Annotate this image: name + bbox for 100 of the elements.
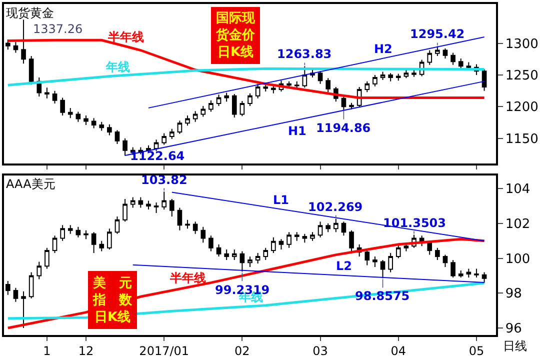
annotation: 1263.83 xyxy=(277,47,332,61)
candlestick xyxy=(248,256,252,268)
candlestick xyxy=(162,132,167,146)
candlestick xyxy=(76,111,81,122)
candlestick xyxy=(372,256,378,268)
candlestick xyxy=(294,80,300,90)
candlestick xyxy=(396,244,401,259)
candlestick xyxy=(255,83,260,99)
candlestick xyxy=(21,19,26,64)
candlestick xyxy=(68,224,73,234)
candlestick xyxy=(396,73,401,82)
candlestick xyxy=(5,38,10,50)
candlestick xyxy=(60,97,65,116)
candlestick xyxy=(216,94,222,107)
candlestick xyxy=(52,235,58,254)
candlestick xyxy=(271,85,276,94)
candlestick xyxy=(442,48,448,59)
candlestick xyxy=(442,254,448,268)
candlestick xyxy=(349,230,354,252)
candlestick xyxy=(482,68,487,92)
candlestick xyxy=(278,238,284,250)
candlestick xyxy=(326,78,331,93)
candlestick xyxy=(482,272,487,284)
annotation: 102.269 xyxy=(308,200,363,214)
candlestick xyxy=(13,42,18,54)
y-tick-label: 1200 xyxy=(505,100,538,116)
candlestick xyxy=(240,100,245,117)
candlestick xyxy=(76,226,81,238)
candlestick xyxy=(255,252,260,264)
candlestick xyxy=(248,92,252,107)
candlestick xyxy=(91,232,96,254)
candlestick xyxy=(138,196,144,208)
y-tick-label: 1250 xyxy=(505,68,538,84)
candlestick xyxy=(216,244,222,258)
candlestick xyxy=(310,232,315,242)
candlestick xyxy=(99,121,104,132)
x-tick-label: 03 xyxy=(312,344,328,358)
candlestick xyxy=(404,242,409,252)
candlestick xyxy=(263,82,268,92)
candlestick xyxy=(302,233,308,244)
series-label: L1 xyxy=(273,193,289,207)
candlestick xyxy=(169,128,174,140)
candlestick xyxy=(450,260,456,278)
candlestick xyxy=(60,224,65,242)
candlestick xyxy=(474,268,479,278)
candlestick xyxy=(224,92,229,102)
annotation: 1122.64 xyxy=(130,149,185,163)
candlestick xyxy=(271,236,276,254)
candlestick xyxy=(200,106,206,118)
candlestick xyxy=(200,226,206,244)
candlestick xyxy=(185,219,190,230)
candlestick xyxy=(208,100,214,112)
candlestick xyxy=(388,252,393,273)
candlestick xyxy=(21,290,26,329)
x-tick-label: 04 xyxy=(390,344,406,358)
y-tick-label: 1300 xyxy=(505,36,538,52)
candlestick xyxy=(99,240,104,252)
candlestick xyxy=(458,270,464,278)
candlestick xyxy=(84,115,88,126)
series-label: H1 xyxy=(288,124,306,138)
candlestick xyxy=(388,72,393,82)
annotation: 1194.86 xyxy=(316,121,371,135)
candlestick xyxy=(208,235,214,252)
candlestick xyxy=(177,207,182,231)
candlestick xyxy=(372,74,378,87)
candlestick xyxy=(122,198,128,222)
chart-title: 现货黄金 xyxy=(6,6,54,20)
candlestick xyxy=(28,272,34,299)
candlestick xyxy=(192,221,198,234)
candlestick xyxy=(427,240,432,256)
candlestick xyxy=(232,249,237,261)
candlestick xyxy=(44,247,50,270)
candlestick xyxy=(224,249,229,261)
candlestick xyxy=(185,115,190,126)
x-tick-label: 2017/01 xyxy=(139,344,190,358)
candlestick xyxy=(466,268,472,278)
candlestick xyxy=(177,120,182,134)
candlestick xyxy=(263,247,268,261)
candlestick xyxy=(450,52,456,66)
chart-title: AAA美元 xyxy=(6,177,56,191)
candlestick xyxy=(114,216,120,234)
series-label: 半年线 xyxy=(169,271,206,285)
candlestick xyxy=(28,55,34,85)
series-label: H2 xyxy=(374,42,392,56)
candlestick xyxy=(154,202,159,214)
x-tick-label: 02 xyxy=(234,344,250,358)
candlestick xyxy=(122,138,128,156)
candlestick xyxy=(458,58,464,70)
candlestick xyxy=(412,69,416,78)
annotation: 国际现货金价日K线 xyxy=(215,11,256,60)
annotation: 美 元指 数日K线 xyxy=(92,275,133,325)
candlestick xyxy=(318,221,323,238)
candlestick xyxy=(232,93,237,118)
candlestick xyxy=(294,232,300,242)
candlestick xyxy=(341,221,346,236)
y-tick-label: 98 xyxy=(505,286,522,302)
series-label: L2 xyxy=(336,259,352,273)
y-tick-label: 104 xyxy=(505,182,530,198)
candlestick xyxy=(435,247,440,261)
series-label: 半年线 xyxy=(107,30,144,44)
